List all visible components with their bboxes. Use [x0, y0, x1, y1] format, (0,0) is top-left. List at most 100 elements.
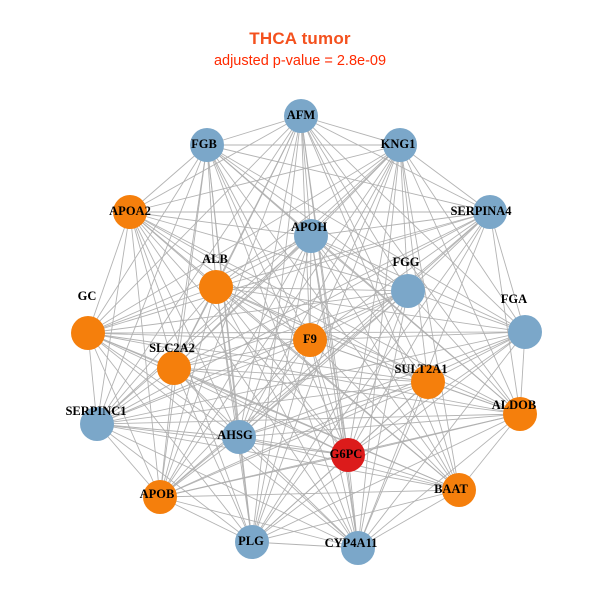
graph-edge	[357, 144, 401, 549]
graph-node-baat[interactable]: BAAT	[434, 473, 476, 507]
node-circle[interactable]	[143, 480, 177, 514]
node-circle[interactable]	[442, 473, 476, 507]
graph-edge	[206, 144, 491, 213]
graph-edge	[87, 211, 491, 334]
node-circle[interactable]	[503, 397, 537, 431]
graph-edge	[173, 367, 359, 549]
graph-edge	[251, 454, 349, 543]
graph-edge	[309, 331, 526, 341]
graph-node-fga[interactable]: FGA	[501, 292, 542, 349]
graph-edge	[399, 144, 460, 491]
graph-edge	[357, 413, 521, 549]
node-label: APOA2	[109, 204, 151, 218]
node-label: SERPINC1	[65, 404, 126, 418]
graph-edge	[238, 339, 311, 438]
node-label: AHSG	[217, 428, 253, 442]
graph-edge	[87, 144, 401, 334]
graph-edge	[215, 286, 526, 333]
graph-edge	[251, 331, 526, 543]
node-circle[interactable]	[284, 99, 318, 133]
node-label: GC	[78, 289, 97, 303]
graph-node-aldob[interactable]: ALDOB	[492, 397, 537, 431]
graph-edge	[309, 339, 349, 456]
graph-node-alb[interactable]: ALB	[199, 252, 233, 304]
node-circle[interactable]	[331, 438, 365, 472]
graph-node-cyp4a11[interactable]: CYP4A11	[325, 531, 378, 565]
graph-edge	[206, 144, 409, 292]
graph-edge	[357, 489, 460, 549]
graph-edge	[399, 144, 409, 292]
graph-edge	[251, 115, 302, 543]
graph-node-gc[interactable]: GC	[71, 289, 105, 350]
graph-edge	[159, 331, 526, 498]
graph-edge	[87, 115, 302, 334]
graph-edge	[310, 211, 491, 237]
graph-edge	[96, 339, 311, 425]
graph-edge	[129, 144, 401, 213]
graph-edge	[215, 235, 312, 288]
graph-node-fgg[interactable]: FGG	[391, 255, 425, 308]
graph-edge	[96, 423, 460, 491]
node-label: APOB	[140, 487, 175, 501]
graph-node-serpina4[interactable]: SERPINA4	[450, 195, 512, 229]
graph-edge	[159, 290, 409, 498]
graph-node-fgb[interactable]: FGB	[190, 128, 224, 162]
graph-node-serpinc1[interactable]: SERPINC1	[65, 404, 127, 441]
graph-edge	[300, 115, 491, 213]
node-circle[interactable]	[199, 270, 233, 304]
graph-node-ahsg[interactable]: AHSG	[217, 420, 256, 454]
graph-edge	[407, 290, 521, 415]
node-circle[interactable]	[235, 525, 269, 559]
node-circle[interactable]	[473, 195, 507, 229]
graph-edge	[399, 144, 491, 213]
graph-edge	[489, 211, 526, 333]
node-circle[interactable]	[190, 128, 224, 162]
graph-edge	[159, 496, 359, 549]
graph-edge	[173, 367, 429, 383]
node-circle[interactable]	[508, 315, 542, 349]
node-circle[interactable]	[383, 128, 417, 162]
node-circle[interactable]	[341, 531, 375, 565]
graph-edge	[399, 144, 429, 383]
node-circle[interactable]	[113, 195, 147, 229]
graph-node-slc2a2[interactable]: SLC2A2	[149, 341, 195, 385]
node-label: SULT2A1	[394, 362, 447, 376]
graph-node-apoh[interactable]: APOH	[291, 219, 328, 253]
graph-edge	[238, 436, 253, 543]
graph-edge	[159, 144, 401, 498]
graph-edge	[310, 235, 409, 292]
graph-node-f9[interactable]: F9	[293, 323, 327, 357]
node-circle[interactable]	[80, 407, 114, 441]
graph-edge	[238, 290, 409, 438]
graph-node-plg[interactable]: PLG	[235, 525, 269, 559]
graph-edge	[96, 423, 253, 543]
graph-edge	[87, 332, 161, 498]
graph-edge	[129, 211, 429, 383]
graph-edge	[96, 286, 217, 425]
graph-edge	[96, 211, 491, 425]
graph-edge	[159, 496, 253, 543]
graph-edge	[347, 454, 460, 491]
graph-edge	[347, 211, 491, 456]
node-circle[interactable]	[222, 420, 256, 454]
node-circle[interactable]	[157, 351, 191, 385]
graph-edge	[87, 332, 240, 438]
graph-edge	[309, 235, 312, 341]
graph-edge	[173, 115, 302, 369]
graph-node-apob[interactable]: APOB	[140, 480, 177, 514]
graph-node-apoa2[interactable]: APOA2	[109, 195, 151, 229]
graph-edge	[309, 339, 359, 549]
graph-edge	[129, 211, 349, 456]
graph-node-afm[interactable]: AFM	[284, 99, 318, 133]
graph-node-kng1[interactable]: KNG1	[381, 128, 417, 162]
graph-node-sult2a1[interactable]: SULT2A1	[394, 362, 448, 399]
graph-edge	[357, 381, 429, 549]
node-circle[interactable]	[293, 323, 327, 357]
node-circle[interactable]	[411, 365, 445, 399]
node-circle[interactable]	[294, 219, 328, 253]
node-circle[interactable]	[391, 274, 425, 308]
graph-edge	[238, 115, 302, 438]
graph-node-g6pc[interactable]: G6PC	[330, 438, 365, 472]
graph-edge	[206, 144, 253, 543]
node-circle[interactable]	[71, 316, 105, 350]
